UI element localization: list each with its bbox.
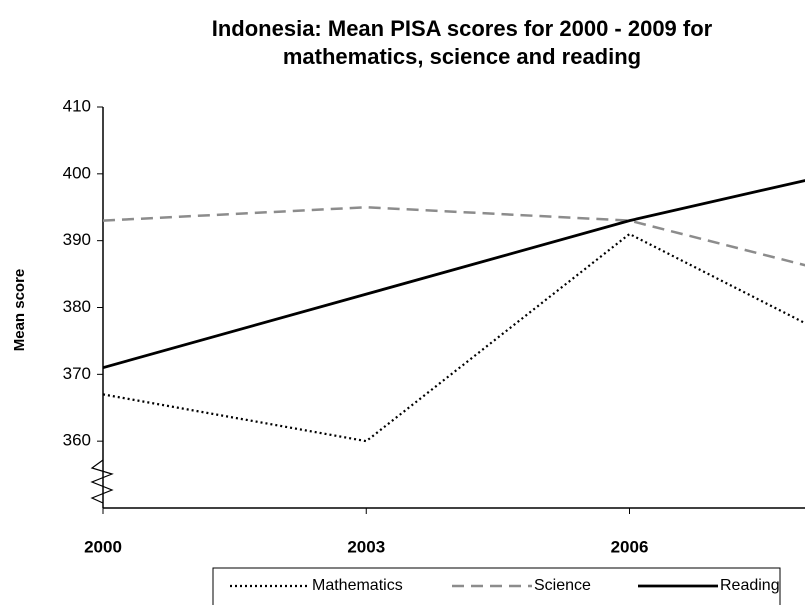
legend-label: Science <box>534 577 591 594</box>
y-tick-label: 390 <box>63 230 91 249</box>
axis-break <box>90 459 114 504</box>
y-tick-label: 370 <box>63 364 91 383</box>
series-line <box>103 205 805 267</box>
y-tick-label: 360 <box>63 431 91 450</box>
y-axis-label: Mean score <box>11 269 28 352</box>
x-tick-label: 2003 <box>347 537 385 556</box>
chart-title: Indonesia: Mean PISA scores for 2000 - 2… <box>212 16 713 69</box>
legend-label: Mathematics <box>312 577 403 594</box>
x-tick-label: 2000 <box>84 537 122 556</box>
series-line <box>103 179 805 369</box>
y-tick-label: 410 <box>63 96 91 115</box>
y-tick-label: 400 <box>63 163 91 182</box>
legend-label: Reading <box>720 577 780 594</box>
x-tick-label: 2006 <box>611 537 649 556</box>
y-tick-label: 380 <box>63 297 91 316</box>
legend-box <box>212 567 781 605</box>
